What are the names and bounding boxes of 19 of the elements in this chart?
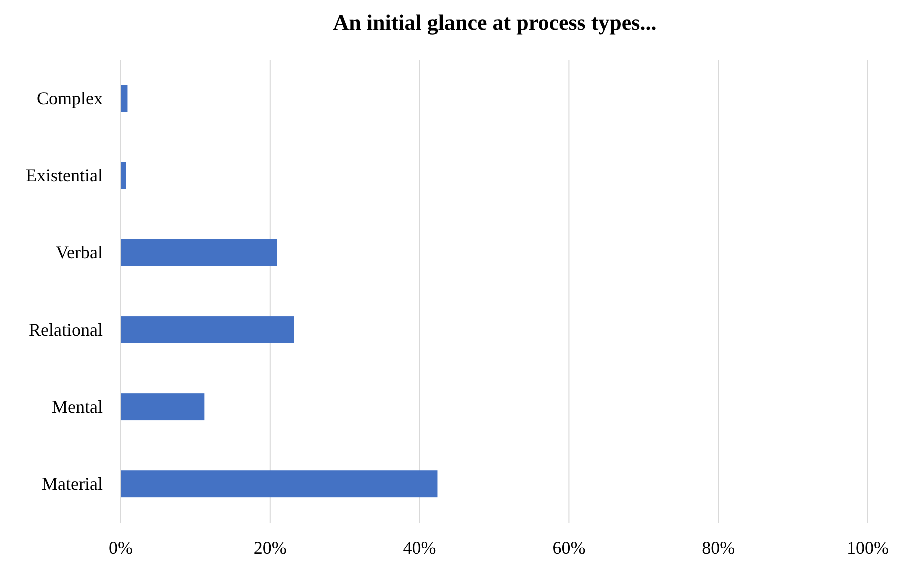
x-tick-label: 80% [702, 538, 736, 558]
y-tick-label: Verbal [56, 242, 103, 263]
y-tick-label: Relational [29, 320, 103, 340]
bar [121, 85, 128, 112]
y-tick-label: Mental [52, 396, 103, 417]
x-tick-label: 60% [552, 538, 586, 558]
bar [121, 316, 294, 344]
bar [121, 162, 126, 190]
y-tick-label: Material [42, 474, 103, 494]
x-tick-label: 40% [403, 538, 436, 558]
chart-title: An initial glance at process types... [333, 10, 657, 35]
bar [121, 240, 278, 266]
bar [121, 470, 438, 498]
y-tick-label: Complex [37, 88, 103, 109]
bar [121, 394, 205, 421]
y-tick-label: Existential [26, 166, 103, 186]
x-tick-label: 20% [254, 538, 287, 558]
x-tick-label: 100% [847, 538, 889, 558]
x-tick-label: 0% [109, 538, 133, 558]
